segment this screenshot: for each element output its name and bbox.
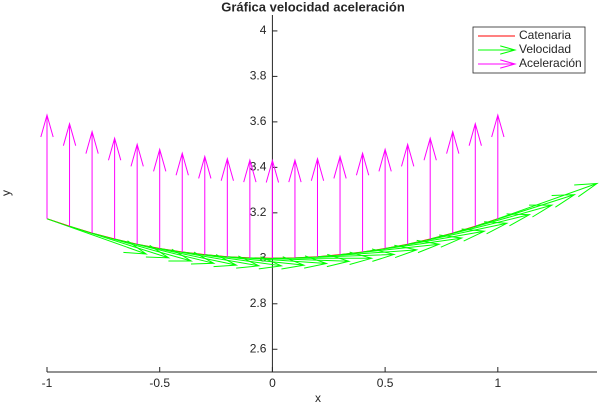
y-tick-label: 2.8 bbox=[250, 296, 267, 310]
arrow bbox=[423, 136, 437, 239]
chart-title: Gráfica velocidad aceleración bbox=[221, 0, 405, 14]
arrow bbox=[407, 221, 509, 245]
arrow bbox=[175, 151, 189, 252]
x-tick-label: 1 bbox=[494, 376, 501, 390]
arrow bbox=[475, 194, 577, 227]
arrow bbox=[378, 147, 392, 249]
arrow bbox=[310, 156, 325, 257]
arrow bbox=[446, 129, 460, 234]
legend-swatch bbox=[478, 59, 517, 69]
legend-label: Catenaria bbox=[519, 28, 571, 42]
arrow bbox=[333, 154, 347, 255]
arrow bbox=[220, 156, 234, 257]
arrow bbox=[401, 142, 415, 245]
x-axis-label: x bbox=[315, 391, 321, 405]
arrow bbox=[46, 218, 148, 255]
legend-label: Velocidad bbox=[519, 42, 571, 56]
arrow bbox=[491, 113, 505, 219]
arrow bbox=[107, 136, 122, 239]
arrow bbox=[452, 204, 554, 234]
y-tick-label: 3.2 bbox=[250, 205, 267, 219]
arrow bbox=[137, 243, 239, 268]
arrow bbox=[114, 238, 216, 265]
y-tick-label: 3.8 bbox=[250, 69, 267, 83]
arrow bbox=[497, 182, 599, 220]
legend-label: Aceleración bbox=[519, 56, 582, 70]
arrow bbox=[91, 232, 194, 262]
arrow bbox=[40, 113, 54, 219]
arrow bbox=[243, 158, 257, 258]
x-tick-label: 0 bbox=[269, 376, 276, 390]
x-tick-label: -1 bbox=[42, 376, 53, 390]
x-tick-label: 0.5 bbox=[377, 376, 394, 390]
arrow bbox=[85, 129, 99, 234]
arrow bbox=[198, 154, 212, 255]
arrow bbox=[130, 142, 144, 245]
arrow bbox=[468, 121, 482, 227]
legend-swatch bbox=[478, 45, 517, 55]
y-tick-label: 4 bbox=[260, 23, 267, 37]
y-axis-label: y bbox=[0, 190, 13, 196]
arrow bbox=[182, 251, 284, 270]
arrow bbox=[430, 213, 532, 240]
arrow bbox=[265, 158, 280, 259]
x-tick-label: -0.5 bbox=[149, 376, 170, 390]
arrow bbox=[288, 158, 302, 258]
arrow bbox=[62, 121, 77, 227]
y-tick-label: 3.6 bbox=[250, 114, 267, 128]
arrow bbox=[355, 151, 370, 252]
y-tick-label: 3.4 bbox=[250, 160, 267, 174]
arrow bbox=[69, 225, 171, 259]
arrow bbox=[153, 147, 167, 249]
y-tick-label: 2.6 bbox=[250, 341, 267, 355]
